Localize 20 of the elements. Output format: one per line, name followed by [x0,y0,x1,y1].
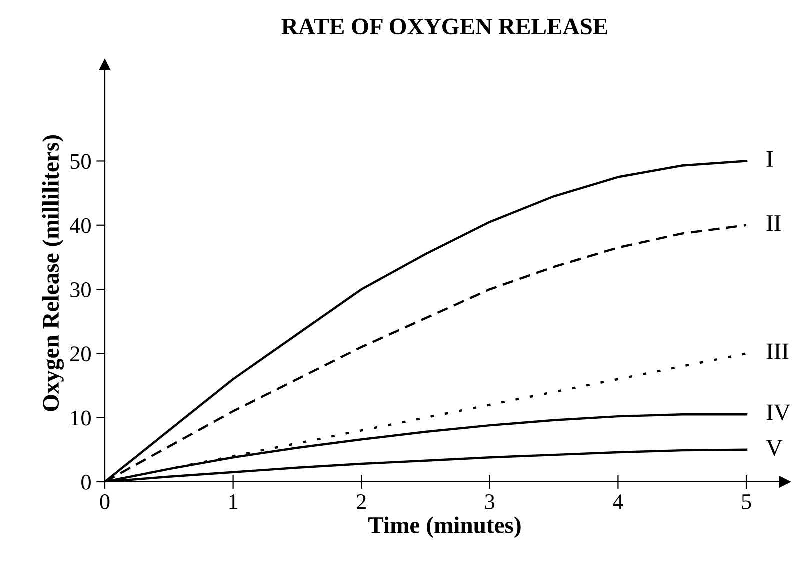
x-tick-label: 1 [230,494,238,510]
x-tick-label: 4 [613,494,624,510]
y-tick-label: 20 [70,346,91,362]
y-tick-label: 30 [70,282,91,298]
series-label: IV [766,404,791,421]
y-tick-label: 40 [70,218,91,234]
x-tick-label: 2 [357,494,366,510]
chart-title: RATE OF OXYGEN RELEASE [282,18,608,35]
y-tick-label: 10 [72,410,91,426]
x-axis-title: Time (minutes) [368,516,521,538]
series-label: III [766,344,789,360]
series-label: I [766,151,773,167]
y-axis-title: Oxygen Release (milliliters) [42,136,64,412]
x-tick-label: 3 [485,494,495,510]
y-tick-label: 0 [82,474,91,490]
series-label: V [766,440,783,456]
series-label: II [766,216,781,232]
x-tick-label: 0 [100,494,110,510]
x-tick-label: 5 [742,494,752,510]
y-tick-label: 50 [70,154,91,170]
